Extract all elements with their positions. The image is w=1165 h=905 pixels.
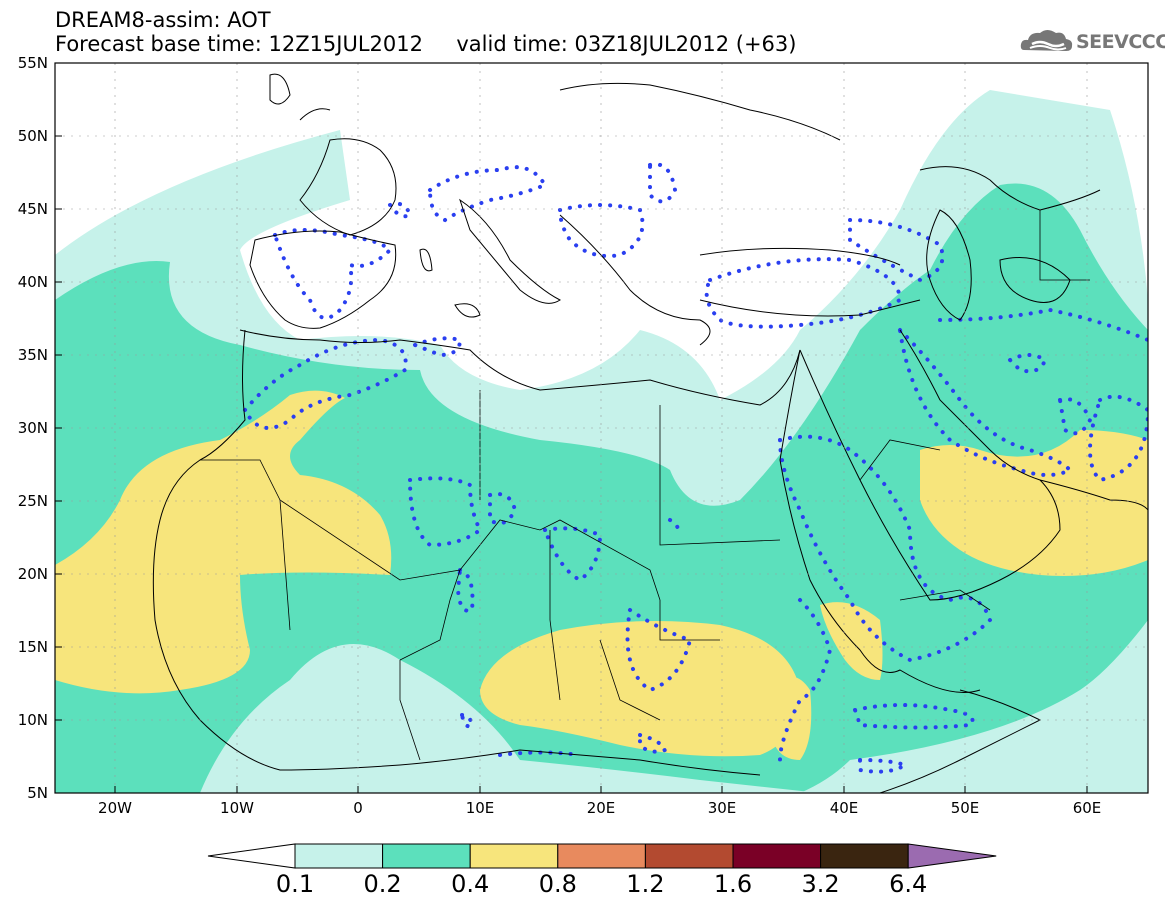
lat-labels: 55N 50N 45N 40N 35N 30N 25N 20N 15N 10N … xyxy=(18,54,48,802)
colorbar-bin xyxy=(294,843,384,869)
lat-label-40n: 40N xyxy=(18,273,48,291)
lon-label-10w: 10W xyxy=(220,799,254,817)
colorbar-bin xyxy=(557,843,646,869)
aot-level-0.1-south xyxy=(980,700,1148,793)
lat-label-45n: 45N xyxy=(18,200,48,218)
cloud-logo-icon xyxy=(1020,30,1073,51)
aot-field xyxy=(55,63,1148,793)
lat-label-5n: 5N xyxy=(27,784,48,802)
lon-label-0: 0 xyxy=(353,799,363,817)
lat-label-25n: 25N xyxy=(18,492,48,510)
aot-level-0.4-ethiopia xyxy=(770,677,812,760)
lat-label-20n: 20N xyxy=(18,565,48,583)
colorbar-bin xyxy=(469,843,559,869)
forecast-time-line: Forecast base time: 12Z15JUL2012 valid t… xyxy=(55,32,797,56)
lat-label-10n: 10N xyxy=(18,711,48,729)
coastlines xyxy=(152,73,1148,793)
colorbar-label: 1.2 xyxy=(626,870,665,898)
logo-text: SEEVCCC xyxy=(1076,31,1165,53)
colorbar-arrow-low xyxy=(207,843,296,869)
colorbar-bin xyxy=(644,843,734,869)
colorbar-bin xyxy=(382,843,471,869)
lon-label-60e: 60E xyxy=(1073,799,1102,817)
lat-label-35n: 35N xyxy=(18,346,48,364)
lon-label-10e: 10E xyxy=(466,799,495,817)
lat-axis xyxy=(55,62,62,794)
colorbar-bin xyxy=(820,843,909,869)
colorbar-label: 3.2 xyxy=(801,870,840,898)
lon-label-40e: 40E xyxy=(830,799,859,817)
colorbar-label: 6.4 xyxy=(889,870,928,898)
colorbar-label: 1.6 xyxy=(713,870,753,898)
lon-label-20e: 20E xyxy=(587,799,616,817)
aot-level-0.1-inner xyxy=(200,644,820,793)
lon-axis xyxy=(114,786,1088,793)
lat-label-30n: 30N xyxy=(18,419,48,437)
aot-level-0.4-west xyxy=(55,390,392,694)
grid xyxy=(55,63,1148,793)
lon-label-30e: 30E xyxy=(708,799,737,817)
map-title: DREAM8-assim: AOT xyxy=(55,8,271,32)
lon-label-20w: 20W xyxy=(98,799,132,817)
colorbar-arrow-high xyxy=(907,843,997,869)
colorbar-label: 0.1 xyxy=(275,870,315,898)
colorbar-label: 0.4 xyxy=(451,870,490,898)
lon-labels: 20W 10W 0 10E 20E 30E 40E 50E 60E xyxy=(98,799,1101,817)
colorbar xyxy=(207,843,997,869)
colorbar-label: 0.2 xyxy=(363,870,402,898)
colorbar-bin xyxy=(732,843,822,869)
lon-label-50e: 50E xyxy=(951,799,980,817)
lat-label-50n: 50N xyxy=(18,127,48,145)
aot-level-0.4-sahel xyxy=(480,621,800,757)
dotted-contours xyxy=(242,162,1148,774)
lat-label-15n: 15N xyxy=(18,638,48,656)
lat-label-55n: 55N xyxy=(18,54,48,72)
colorbar-label: 0.8 xyxy=(538,870,577,898)
borders xyxy=(200,210,1090,761)
